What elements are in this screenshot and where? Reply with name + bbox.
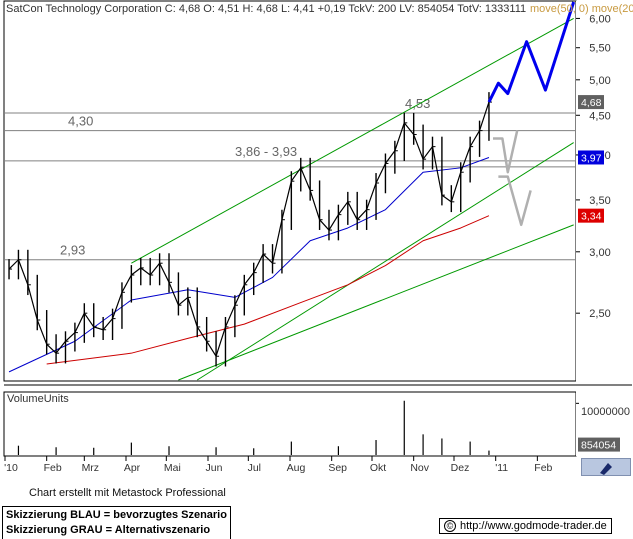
x-tick-label: Jul [248,462,261,474]
channel-line [196,142,574,381]
gray-scenario [498,175,532,227]
channel-line [131,17,574,264]
x-tick-label: Mai [164,462,181,474]
volume-tag-bg [578,437,620,452]
scenario-sketches [487,1,576,227]
x-tick-label: Jun [206,462,223,474]
level-label: 2,93 [60,243,85,258]
y-tick-label: 3,50 [589,195,610,207]
last-price-tag: 4,68 [581,97,602,109]
chart-header: SatCon Technology Corporation C: 4,68 O:… [6,3,526,15]
volume-tag: 854054 [581,440,616,452]
ma50-tag-bg [578,150,604,165]
x-tick-label: Mrz [82,462,100,474]
level-label: 4,53 [405,96,430,111]
x-tick-label: Nov [410,462,429,474]
ma200-tag-bg [578,208,604,223]
volume-label: VolumeUnits [7,393,69,405]
y-tick-label: 5,50 [589,43,610,55]
last-price-tag-bg [578,95,604,110]
metastock-note: Chart erstellt mit Metastock Professiona… [29,487,226,499]
x-tick-label: Feb [44,462,62,474]
y-axis-area [576,1,632,456]
legend-blue: Skizzierung BLAU = bevorzugtes Szenario [6,509,227,521]
price-close-line [8,101,490,357]
source-link[interactable]: © http://www.godmode-trader.de [439,518,612,534]
ma200-line [46,215,490,365]
level-label: 4,30 [68,114,93,129]
x-tick-label: Feb [534,462,552,474]
y-tick-label: 3,00 [589,247,610,259]
level-label: 3,86 - 3,93 [235,144,297,159]
price-bars [8,92,492,367]
x-tick-label: Sep [328,462,347,474]
channel-line [178,224,574,381]
x-tick-label: Aug [287,462,306,474]
ma-label: move(50, 0) move(200 [530,3,633,15]
x-tick-label: '11 [495,462,508,474]
volume-panel [3,391,577,457]
blue-scenario [487,1,576,103]
ma50-tag: 3,97 [581,152,602,164]
trend-channels [131,17,574,381]
price-tags: 4,68 3,97 3,34 854054 [578,95,620,452]
ma200-tag: 3,34 [581,211,602,223]
y-tick-label: 6,00 [589,13,610,25]
legend-gray: Skizzierung GRAU = Alternativszenario [6,524,211,536]
scenario-legend: Skizzierung BLAU = bevorzugtes Szenario … [2,506,231,539]
y-tick-label: 5,00 [589,75,610,87]
x-tick-label: Okt [370,462,386,474]
y-tick-label: 2,50 [589,308,610,320]
x-tick-label: Apr [124,462,141,474]
copyright-icon: © [444,520,456,532]
gray-scenario [492,130,519,174]
volume-bars [17,400,490,455]
x-tick-label: Dez [451,462,470,474]
source-url[interactable]: http://www.godmode-trader.de [460,520,607,532]
volume-scale-label: 10000000 [581,406,630,418]
x-tick-label: '10 [4,462,18,474]
price-panel [3,0,577,382]
price-levels: 4,30 2,93 3,86 - 3,93 4,53 [5,96,575,261]
x-axis: '10 Feb Mrz Apr Mai Jun Jul Aug Sep Okt Nov Dez '11 F… [4,456,553,474]
y-tick-label: 4,50 [589,110,610,122]
pencil-tool-icon[interactable] [581,458,631,476]
